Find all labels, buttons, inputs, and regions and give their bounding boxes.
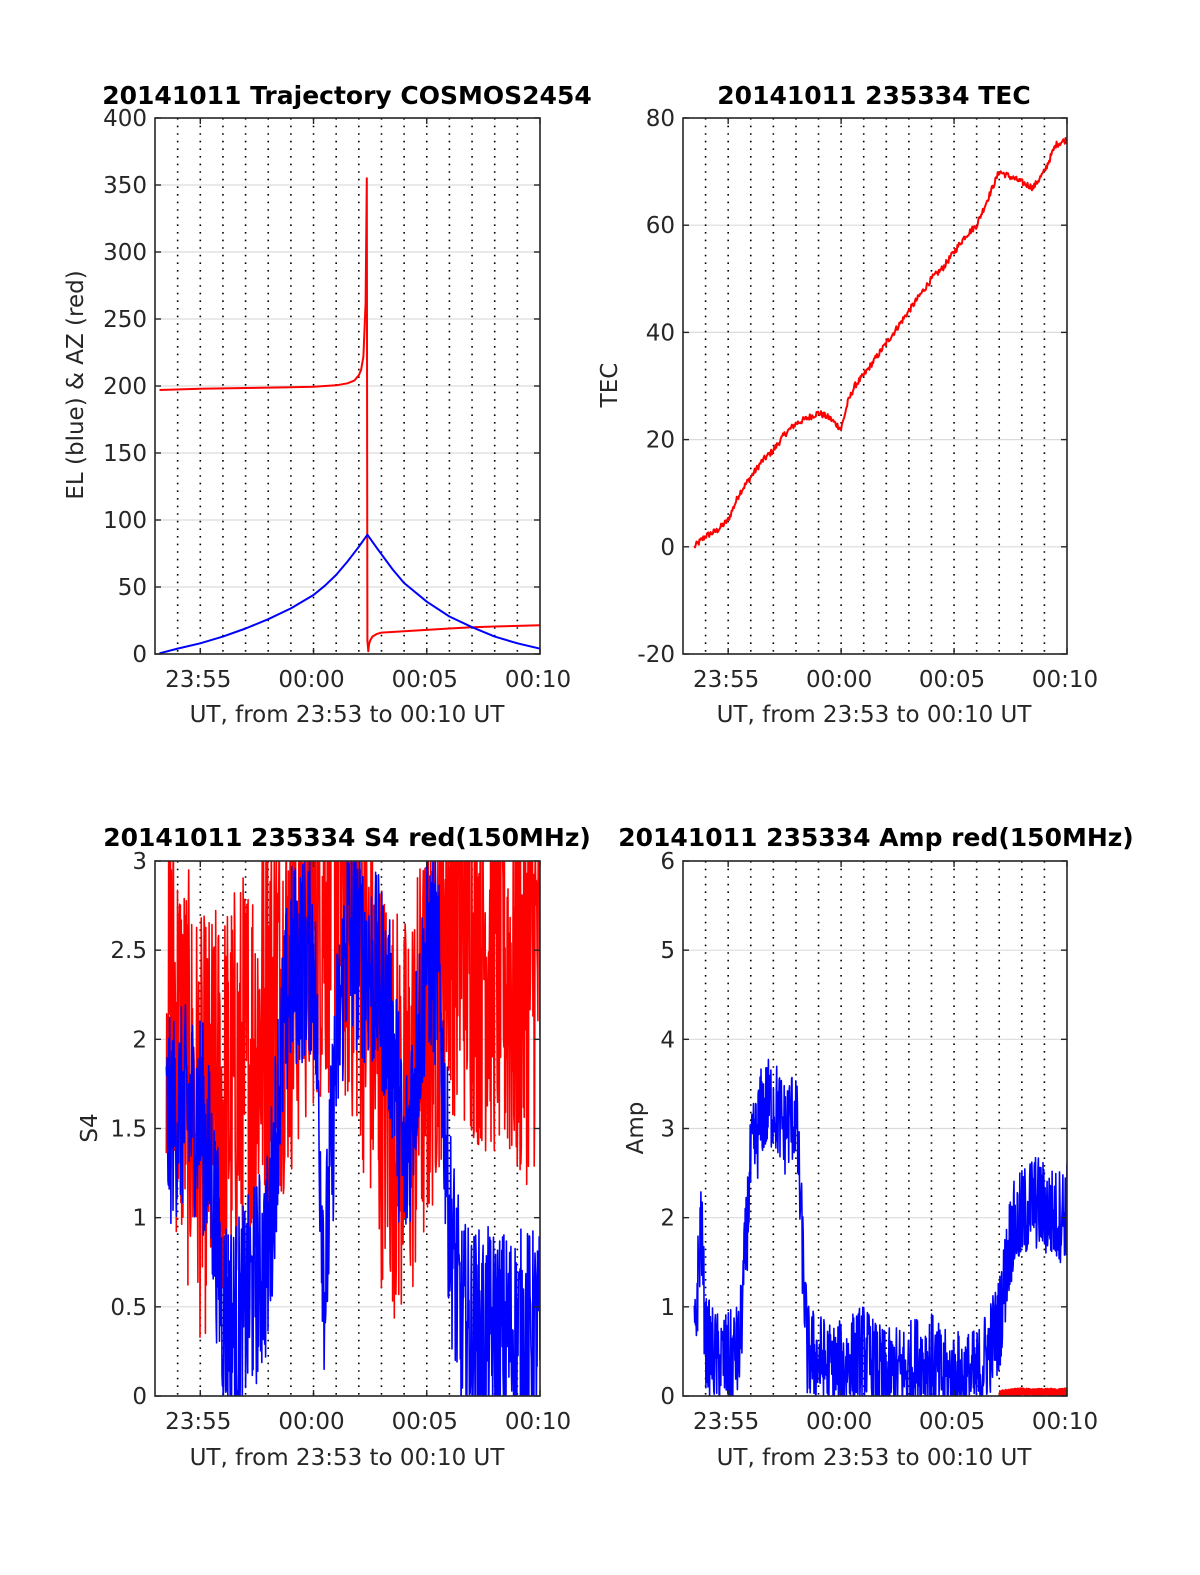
amp-ytick-label-3: 3 [660,1117,675,1143]
trajectory-ytick-label-2: 100 [103,508,147,534]
trajectory-ytick-label-0: 0 [132,642,147,668]
trajectory-series-el-line [159,533,540,654]
trajectory-xtick-label-0: 23:55 [165,667,231,693]
amp-ytick-label-0: 0 [660,1384,675,1410]
tec-title: 20141011 235334 TEC [717,81,1030,110]
trajectory-ytick-label-1: 50 [118,575,147,601]
panel-trajectory: 20141011 Trajectory COSMOS2454 EL (blue)… [63,81,592,728]
s4-y-axis-label: S4 [77,1113,103,1142]
tec-ytick-label-3: 40 [646,320,675,346]
trajectory-ytick-label-6: 300 [103,240,147,266]
amp-series-red-line [998,1387,1067,1396]
amp-xtick-label-1: 00:00 [806,1409,872,1435]
trajectory-plot-area: 0 50 100 150 200 250 300 350 400 23:55 00:00 00:05 0… [103,106,571,693]
s4-ytick-label-1: 0.5 [110,1295,147,1321]
s4-ytick-label-3: 1.5 [110,1117,147,1143]
panel-amp: 20141011 235334 Amp red(150MHz) Amp UT, … [618,823,1134,1471]
trajectory-xtick-label-3: 00:10 [505,667,571,693]
trajectory-xtick-label-2: 00:05 [392,667,458,693]
amp-ytick-label-4: 4 [660,1027,675,1053]
tec-series-tec-line [693,137,1067,549]
trajectory-ytick-label-8: 400 [103,106,147,132]
s4-ytick-label-4: 2 [132,1027,147,1053]
trajectory-ytick-label-3: 150 [103,441,147,467]
amp-y-axis-label: Amp [623,1102,649,1155]
tec-ytick-label-5: 80 [646,106,675,132]
tec-plot-area: -20 0 20 40 60 80 23:55 00:00 00:05 00:10 [637,106,1098,693]
amp-ytick-label-1: 1 [660,1295,675,1321]
tec-ytick-label-4: 60 [646,213,675,239]
s4-xtick-label-2: 00:05 [392,1409,458,1435]
tec-xtick-label-0: 23:55 [693,667,759,693]
amp-title: 20141011 235334 Amp red(150MHz) [618,823,1134,852]
trajectory-ytick-label-7: 350 [103,173,147,199]
tec-ytick-label-1: 0 [660,535,675,561]
s4-ytick-label-0: 0 [132,1384,147,1410]
trajectory-title: 20141011 Trajectory COSMOS2454 [102,81,592,110]
trajectory-xtick-label-1: 00:00 [278,667,344,693]
tec-ytick-label-2: 20 [646,428,675,454]
s4-title: 20141011 235334 S4 red(150MHz) [103,823,591,852]
amp-xtick-label-2: 00:05 [919,1409,985,1435]
amp-ytick-label-6: 6 [660,849,675,875]
s4-xtick-label-1: 00:00 [278,1409,344,1435]
s4-x-axis-label: UT, from 23:53 to 00:10 UT [190,1445,506,1471]
trajectory-y-axis-label: EL (blue) & AZ (red) [63,270,89,499]
tec-y-axis-label: TEC [597,363,623,409]
s4-xtick-label-0: 23:55 [165,1409,231,1435]
s4-plot-area: 0 0.5 1 1.5 2 2.5 3 23:55 00:00 00:05 00:10 [110,849,571,1435]
panel-tec: 20141011 235334 TEC TEC UT, from 23:53 t… [597,81,1098,728]
s4-series-blue-line [165,861,540,1396]
trajectory-x-axis-label: UT, from 23:53 to 00:10 UT [190,702,506,728]
amp-plot-area: 0 1 2 3 4 5 6 23:55 00:00 00:05 00:10 [660,849,1098,1435]
tec-xtick-label-3: 00:10 [1032,667,1098,693]
panel-s4: 20141011 235334 S4 red(150MHz) S4 UT, fr… [77,823,591,1471]
trajectory-ytick-label-4: 200 [103,374,147,400]
amp-x-axis-label: UT, from 23:53 to 00:10 UT [717,1445,1033,1471]
trajectory-ytick-label-5: 250 [103,307,147,333]
trajectory-series-az-line [159,177,540,653]
tec-xtick-label-1: 00:00 [806,667,872,693]
tec-axes-frame [682,117,1068,655]
amp-ytick-label-5: 5 [660,938,675,964]
s4-ytick-label-6: 3 [132,849,147,875]
s4-xtick-label-3: 00:10 [505,1409,571,1435]
amp-xtick-label-0: 23:55 [693,1409,759,1435]
s4-series-red-line [165,861,540,1338]
tec-xtick-label-2: 00:05 [919,667,985,693]
tec-ytick-label-0: -20 [637,642,675,668]
amp-ytick-label-2: 2 [660,1206,675,1232]
amp-series-blue-line [693,1058,1067,1396]
tec-x-axis-label: UT, from 23:53 to 00:10 UT [717,702,1033,728]
s4-ytick-label-2: 1 [132,1206,147,1232]
s4-ytick-label-5: 2.5 [110,938,147,964]
amp-xtick-label-3: 00:10 [1032,1409,1098,1435]
